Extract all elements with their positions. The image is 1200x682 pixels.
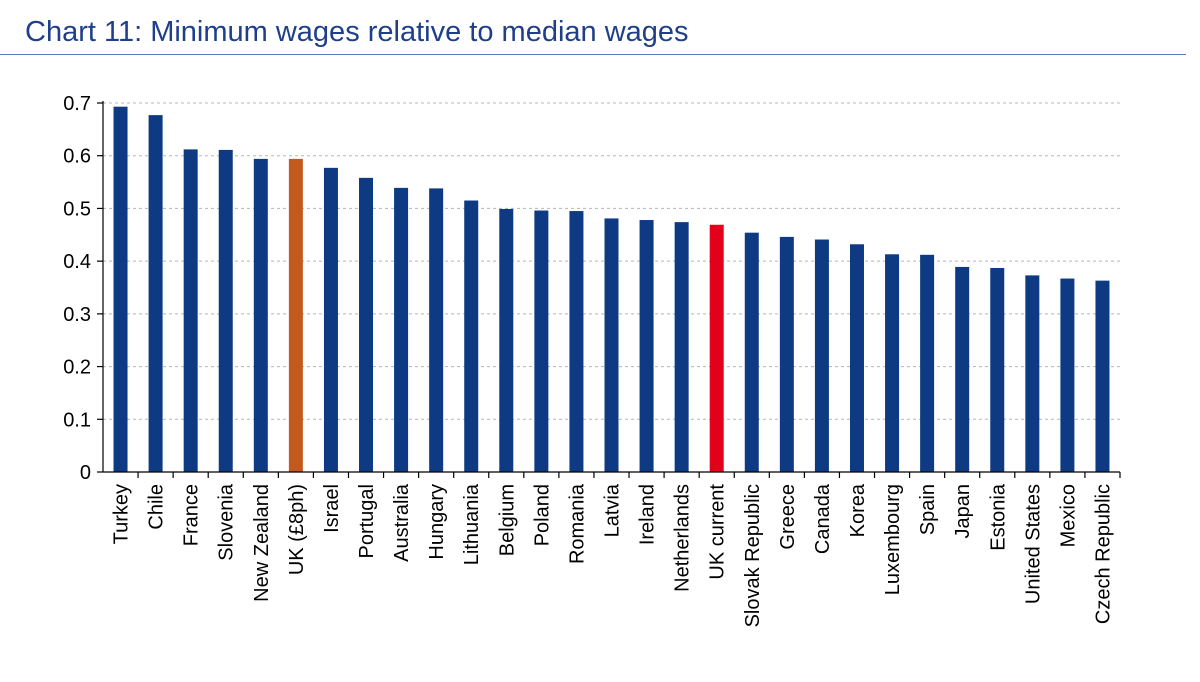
bar <box>744 232 759 472</box>
y-tick-label: 0 <box>80 462 91 484</box>
category-label: Turkey <box>111 484 133 544</box>
category-label: Netherlands <box>672 484 694 592</box>
bar <box>218 149 233 472</box>
axes <box>97 101 1121 478</box>
category-label: Korea <box>847 483 869 537</box>
bar <box>569 211 584 473</box>
category-label: Ireland <box>637 484 659 545</box>
bar <box>429 188 444 472</box>
category-label: Hungary <box>426 484 448 560</box>
category-label: Canada <box>812 483 834 554</box>
bar <box>674 222 689 472</box>
y-tick-label: 0.1 <box>63 409 91 431</box>
bar <box>709 224 724 472</box>
bar <box>814 239 829 472</box>
bar <box>499 208 514 472</box>
category-label: Slovak Republic <box>742 484 764 627</box>
category-label: Czech Republic <box>1092 484 1114 624</box>
category-label: France <box>181 484 203 546</box>
y-tick-label: 0.2 <box>63 357 91 379</box>
category-label: Slovenia <box>216 483 238 561</box>
y-tick-label: 0.4 <box>63 251 91 273</box>
bar <box>849 244 864 472</box>
bar <box>113 106 128 472</box>
category-label: Estonia <box>987 483 1009 551</box>
bar <box>639 220 654 472</box>
category-label: Greece <box>777 484 799 550</box>
bar <box>288 158 303 472</box>
bar <box>955 266 970 472</box>
bar <box>394 187 409 472</box>
category-label: New Zealand <box>251 484 273 602</box>
title-rule <box>0 54 1186 55</box>
bar <box>253 158 268 472</box>
category-labels: Turkey Chile France Slovenia New Zealand UK (… <box>111 483 1115 627</box>
category-label: UK (£8ph) <box>286 484 308 575</box>
category-label: Romania <box>566 483 588 564</box>
y-tick-label: 0.6 <box>63 146 91 168</box>
y-tick-label: 0.7 <box>63 93 91 115</box>
bar-series <box>113 106 1110 473</box>
bar <box>779 236 794 472</box>
category-label: Australia <box>391 483 413 562</box>
category-label: Belgium <box>496 484 518 556</box>
bar <box>1095 280 1110 472</box>
category-label: Poland <box>531 484 553 546</box>
bar <box>1025 275 1040 472</box>
category-label: Spain <box>917 484 939 535</box>
bar <box>148 115 163 473</box>
grid-lines <box>103 102 1120 420</box>
bar <box>183 149 198 473</box>
category-label: Latvia <box>602 483 624 537</box>
y-tick-labels: 0 0.1 0.2 0.3 0.4 0.5 0.6 0.7 <box>63 93 91 484</box>
bar <box>920 254 935 472</box>
bar <box>990 267 1005 472</box>
chart-title: Chart 11: Minimum wages relative to medi… <box>25 16 689 48</box>
y-tick-label: 0.5 <box>63 198 91 220</box>
y-tick-label: 0.3 <box>63 304 91 326</box>
bar <box>885 254 900 472</box>
category-label: UK current <box>707 484 729 580</box>
bar <box>359 177 374 472</box>
bar <box>534 210 549 472</box>
category-label: Mexico <box>1057 484 1079 547</box>
category-label: Luxembourg <box>882 484 904 595</box>
bar <box>604 218 619 472</box>
category-label: Lithuania <box>461 483 483 565</box>
category-label: Portugal <box>356 484 378 559</box>
category-label: Japan <box>952 484 974 539</box>
bar <box>1060 278 1075 472</box>
category-label: United States <box>1022 484 1044 604</box>
bar <box>464 200 479 472</box>
category-label: Israel <box>321 484 343 533</box>
category-label: Chile <box>146 484 168 530</box>
bar <box>323 167 338 473</box>
